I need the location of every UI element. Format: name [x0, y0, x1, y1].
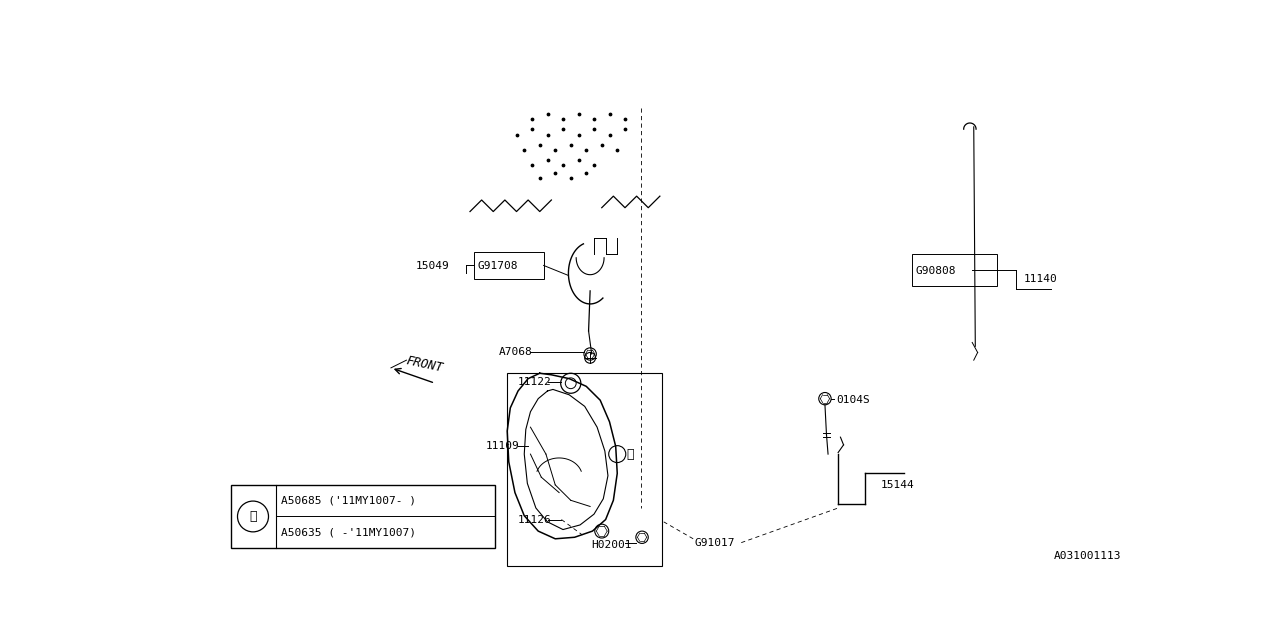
Point: [584, 124, 604, 134]
Text: FRONT: FRONT: [404, 354, 444, 374]
Point: [614, 124, 635, 134]
Point: [553, 160, 573, 170]
Point: [538, 109, 558, 119]
Point: [584, 114, 604, 124]
Point: [515, 145, 535, 155]
Text: 15144: 15144: [881, 480, 914, 490]
Point: [599, 129, 620, 140]
Text: A50685 ('11MY1007- ): A50685 ('11MY1007- ): [280, 496, 416, 506]
Point: [530, 173, 550, 184]
Point: [614, 114, 635, 124]
Point: [553, 114, 573, 124]
Text: A031001113: A031001113: [1053, 551, 1121, 561]
Point: [553, 124, 573, 134]
Point: [599, 109, 620, 119]
Point: [545, 145, 566, 155]
Text: A7068: A7068: [499, 348, 532, 358]
Point: [545, 168, 566, 178]
Text: 11122: 11122: [518, 378, 552, 387]
Text: ①: ①: [626, 447, 634, 461]
Text: H02001: H02001: [591, 540, 631, 550]
Point: [538, 129, 558, 140]
Text: 15049: 15049: [416, 261, 449, 271]
Text: ①: ①: [250, 510, 257, 523]
Point: [538, 155, 558, 165]
Text: 0104S: 0104S: [836, 395, 869, 405]
Point: [568, 129, 589, 140]
Point: [576, 168, 596, 178]
Bar: [911, 254, 997, 286]
Text: 11140: 11140: [1024, 273, 1057, 284]
Bar: [474, 252, 544, 279]
Point: [568, 109, 589, 119]
Point: [561, 173, 581, 184]
Text: A50635 ( -'11MY1007): A50635 ( -'11MY1007): [280, 527, 416, 537]
Text: 11109: 11109: [485, 442, 520, 451]
Point: [591, 140, 612, 150]
Text: G90808: G90808: [915, 266, 956, 276]
Point: [607, 145, 627, 155]
Point: [522, 114, 543, 124]
Point: [568, 155, 589, 165]
Bar: [232, 485, 495, 548]
Point: [507, 129, 527, 140]
Point: [576, 145, 596, 155]
Text: 11126: 11126: [518, 515, 552, 525]
Text: G91708: G91708: [477, 261, 518, 271]
Point: [584, 160, 604, 170]
Point: [522, 124, 543, 134]
Point: [561, 140, 581, 150]
Point: [530, 140, 550, 150]
Point: [522, 160, 543, 170]
Bar: [507, 373, 662, 566]
Text: G91017: G91017: [695, 538, 735, 548]
